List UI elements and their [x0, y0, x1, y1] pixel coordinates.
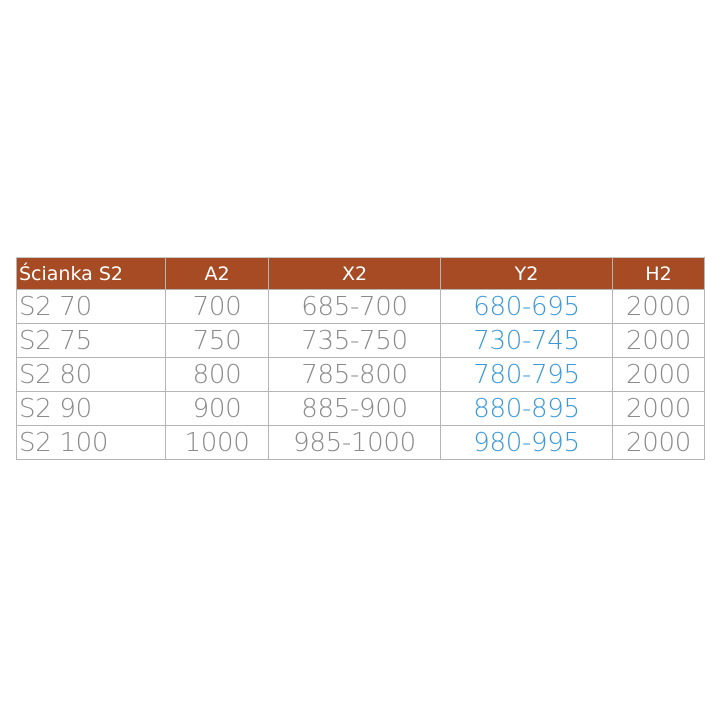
table-cell: 730-745 — [440, 323, 613, 358]
table-cell: 985-1000 — [268, 425, 441, 460]
table-row: S2 90 900 885-900 880-895 2000 — [16, 391, 705, 426]
table-row: S2 75 750 735-750 730-745 2000 — [16, 323, 705, 358]
table-cell: 800 — [165, 357, 269, 392]
table-cell: 900 — [165, 391, 269, 426]
table-cell: 700 — [165, 289, 269, 324]
table-cell: 2000 — [612, 323, 705, 358]
table-cell: 885-900 — [268, 391, 441, 426]
table-cell: S2 90 — [16, 391, 166, 426]
header-row: Ścianka S2 A2 X2 Y2 H2 — [16, 257, 705, 290]
table-cell: 2000 — [612, 391, 705, 426]
table-cell: 750 — [165, 323, 269, 358]
table-cell: 2000 — [612, 289, 705, 324]
table-cell: S2 100 — [16, 425, 166, 460]
table-cell: 880-895 — [440, 391, 613, 426]
table-cell: 685-700 — [268, 289, 441, 324]
table-row: S2 80 800 785-800 780-795 2000 — [16, 357, 705, 392]
table-cell: 2000 — [612, 357, 705, 392]
header-cell: A2 — [165, 257, 269, 290]
table-row: S2 70 700 685-700 680-695 2000 — [16, 289, 705, 324]
table-cell: S2 70 — [16, 289, 166, 324]
table-cell: 785-800 — [268, 357, 441, 392]
header-cell: Y2 — [440, 257, 613, 290]
header-cell: H2 — [612, 257, 705, 290]
table-cell: 735-750 — [268, 323, 441, 358]
table-cell: 680-695 — [440, 289, 613, 324]
table-cell: 780-795 — [440, 357, 613, 392]
table-cell: 1000 — [165, 425, 269, 460]
table-cell: 980-995 — [440, 425, 613, 460]
header-cell: Ścianka S2 — [16, 257, 166, 290]
table-cell: S2 80 — [16, 357, 166, 392]
table-cell: 2000 — [612, 425, 705, 460]
table-row: S2 100 1000 985-1000 980-995 2000 — [16, 425, 705, 460]
table-cell: S2 75 — [16, 323, 166, 358]
header-cell: X2 — [268, 257, 441, 290]
dimensions-table: Ścianka S2 A2 X2 Y2 H2 S2 70 700 685-700 68… — [16, 257, 705, 460]
